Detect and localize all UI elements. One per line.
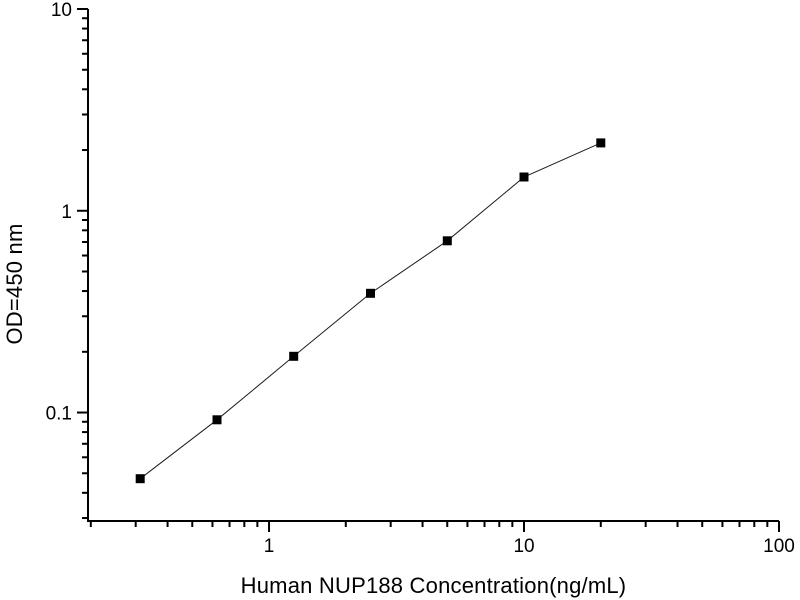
data-point-marker [366,288,375,298]
y-tick-label: 10 [51,0,72,21]
x-axis-title: Human NUP188 Concentration(ng/mL) [240,573,627,598]
data-point-marker [519,172,529,182]
data-point-marker [596,138,606,148]
x-tick-label: 10 [513,536,534,557]
x-tick-label: 1 [264,536,275,557]
data-line [139,142,602,480]
x-tick-label: 100 [763,536,795,557]
y-tick-label: 0.1 [46,404,72,425]
data-point-marker [135,474,145,484]
y-axis-title: OD=450 nm [2,223,27,345]
axis-spines [87,9,779,522]
data-point-marker [442,236,452,246]
data-point-marker [289,351,299,361]
data-point-marker [212,415,222,425]
y-tick-label: 1 [61,202,72,223]
